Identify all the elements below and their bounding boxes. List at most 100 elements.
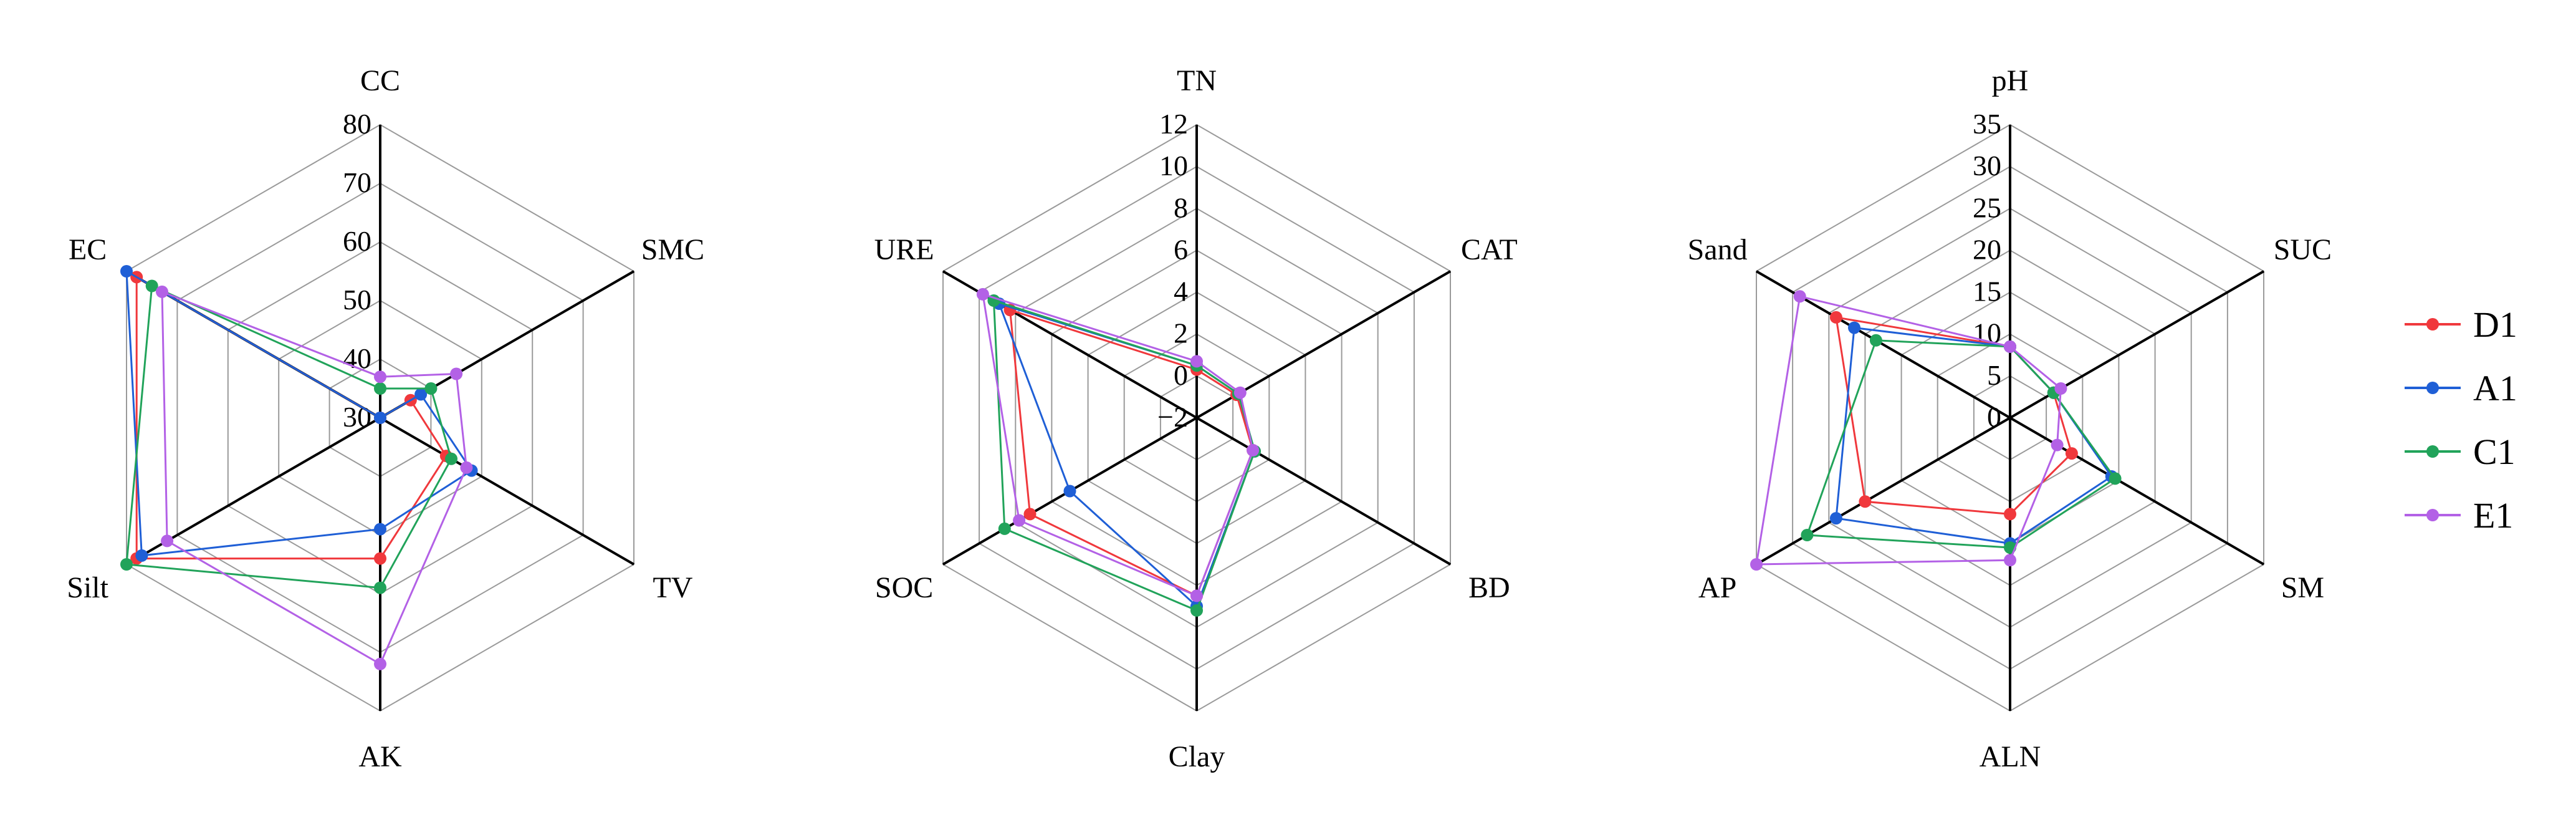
- tick-label: 30: [1973, 150, 2001, 181]
- axis-label: SMC: [641, 233, 704, 266]
- legend-marker: [2426, 382, 2439, 394]
- data-point: [1793, 290, 1806, 303]
- tick-label: −2: [1157, 401, 1188, 433]
- tick-label: 40: [343, 342, 371, 374]
- axis-label: CC: [360, 64, 400, 97]
- axis-spoke: [1755, 417, 2011, 566]
- data-point: [1247, 444, 1260, 456]
- data-point: [445, 452, 457, 465]
- data-point: [145, 279, 158, 292]
- tick-label: 12: [1159, 108, 1188, 140]
- tick-label: 80: [343, 108, 371, 140]
- axis-label: SM: [2281, 571, 2324, 604]
- legend-marker: [2426, 318, 2439, 331]
- data-point: [161, 534, 174, 548]
- axis-spoke: [2009, 417, 2265, 566]
- axis-label: CAT: [1461, 233, 1518, 266]
- axis-label: BD: [1468, 571, 1510, 604]
- axis-label: URE: [874, 233, 934, 266]
- data-point: [120, 558, 133, 571]
- data-point: [998, 522, 1011, 535]
- series-line: [161, 290, 467, 665]
- axis-label: TN: [1177, 64, 1217, 97]
- axis-label: Clay: [1169, 740, 1225, 773]
- data-point: [2004, 508, 2016, 521]
- data-point: [1859, 495, 1872, 508]
- tick-label: 20: [1973, 233, 2001, 265]
- legend-label: A1: [2473, 368, 2517, 408]
- data-point: [424, 382, 438, 395]
- data-point: [374, 370, 386, 384]
- tick-label: 2: [1174, 317, 1188, 349]
- tick-label: 15: [1973, 276, 2001, 307]
- axis-label: pH: [1992, 64, 2029, 97]
- legend-marker: [2426, 445, 2439, 458]
- data-point: [414, 388, 428, 401]
- data-point: [374, 657, 386, 670]
- data-point: [450, 367, 463, 380]
- tick-label: 25: [1973, 191, 2001, 223]
- data-point: [374, 552, 386, 565]
- tick-label: 10: [1159, 150, 1188, 181]
- axis-label: AP: [1698, 571, 1736, 604]
- axis-label: Silt: [67, 571, 108, 604]
- axis-label: EC: [69, 233, 107, 266]
- data-point: [120, 265, 133, 278]
- tick-label: 6: [1174, 233, 1188, 265]
- data-point: [1190, 604, 1203, 617]
- tick-label: 0: [1174, 359, 1188, 391]
- data-point: [374, 382, 386, 395]
- tick-label: 0: [1987, 401, 2001, 433]
- data-point: [1848, 321, 1860, 334]
- legend-label: D1: [2473, 304, 2517, 345]
- data-point: [460, 461, 473, 474]
- tick-label: 50: [343, 284, 371, 316]
- tick-label: 5: [1987, 359, 2001, 391]
- data-point: [1829, 311, 1842, 324]
- data-point: [976, 287, 989, 301]
- legend: D1 A1 C1 E1: [2405, 304, 2517, 536]
- tick-label: 60: [343, 225, 371, 257]
- axis-label: SUC: [2274, 233, 2332, 266]
- data-point: [135, 549, 148, 562]
- data-point: [1869, 334, 1882, 347]
- data-point: [156, 285, 168, 298]
- data-point: [2054, 382, 2067, 395]
- axis-label: SOC: [875, 571, 933, 604]
- data-point: [374, 581, 386, 594]
- tick-label: 70: [343, 167, 371, 198]
- data-point: [374, 523, 386, 536]
- axis-spoke: [2009, 270, 2265, 419]
- axis-spoke: [1196, 417, 1452, 566]
- data-point: [1190, 355, 1203, 368]
- data-point: [1190, 589, 1203, 602]
- tick-label: 8: [1174, 191, 1188, 223]
- data-point: [2065, 447, 2078, 460]
- axis-label: AK: [358, 740, 402, 773]
- data-point: [1829, 512, 1842, 525]
- axis-label: Sand: [1688, 233, 1748, 266]
- data-point: [374, 412, 386, 424]
- data-point: [1013, 514, 1026, 527]
- radar-chart-2: −2 0 2 4 6 8 10 12 TN CAT BD Clay SOC URE: [874, 64, 1518, 773]
- series-line: [125, 284, 452, 589]
- tick-label: 35: [1973, 108, 2001, 140]
- legend-marker: [2426, 509, 2439, 521]
- legend-label: E1: [2473, 495, 2513, 536]
- data-point: [2109, 472, 2122, 485]
- tick-label: 30: [343, 401, 371, 433]
- data-point: [2004, 554, 2016, 567]
- data-point: [1023, 508, 1037, 521]
- data-point: [1233, 386, 1247, 399]
- legend-label: C1: [2473, 432, 2516, 472]
- axis-spoke: [379, 417, 635, 566]
- data-point: [1750, 558, 1763, 571]
- axis-label: ALN: [1980, 740, 2041, 773]
- radar-chart-1: 30 40 50 60 70 80 CC SMC TV AK Silt EC: [67, 64, 704, 773]
- series-line: [1835, 316, 2073, 515]
- tick-label: 4: [1174, 276, 1188, 307]
- data-point: [2004, 340, 2016, 353]
- data-point: [2051, 438, 2064, 451]
